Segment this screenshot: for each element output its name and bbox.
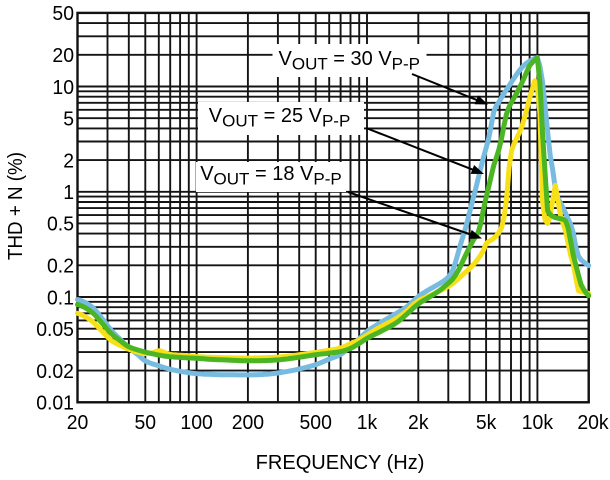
svg-text:2: 2: [63, 150, 74, 172]
svg-text:10k: 10k: [522, 412, 554, 434]
svg-text:2k: 2k: [408, 412, 429, 434]
svg-text:200: 200: [232, 412, 264, 434]
svg-text:20: 20: [67, 412, 89, 434]
svg-text:1k: 1k: [357, 412, 378, 434]
svg-text:THD + N (%): THD + N (%): [5, 152, 27, 260]
svg-text:FREQUENCY (Hz): FREQUENCY (Hz): [256, 452, 425, 474]
svg-text:10: 10: [52, 77, 74, 99]
svg-text:50: 50: [135, 412, 157, 434]
svg-text:20: 20: [52, 45, 74, 67]
svg-text:0.5: 0.5: [47, 214, 74, 236]
svg-text:0.02: 0.02: [36, 361, 74, 383]
svg-text:100: 100: [180, 412, 212, 434]
svg-text:0.2: 0.2: [47, 256, 74, 278]
svg-text:0.05: 0.05: [36, 319, 74, 341]
svg-text:500: 500: [300, 412, 332, 434]
svg-text:0.01: 0.01: [36, 393, 74, 415]
svg-text:5: 5: [63, 109, 74, 131]
svg-text:0.1: 0.1: [47, 287, 74, 309]
svg-text:1: 1: [63, 182, 74, 204]
svg-text:5k: 5k: [476, 412, 497, 434]
svg-text:20k: 20k: [577, 412, 609, 434]
svg-text:50: 50: [52, 3, 74, 25]
